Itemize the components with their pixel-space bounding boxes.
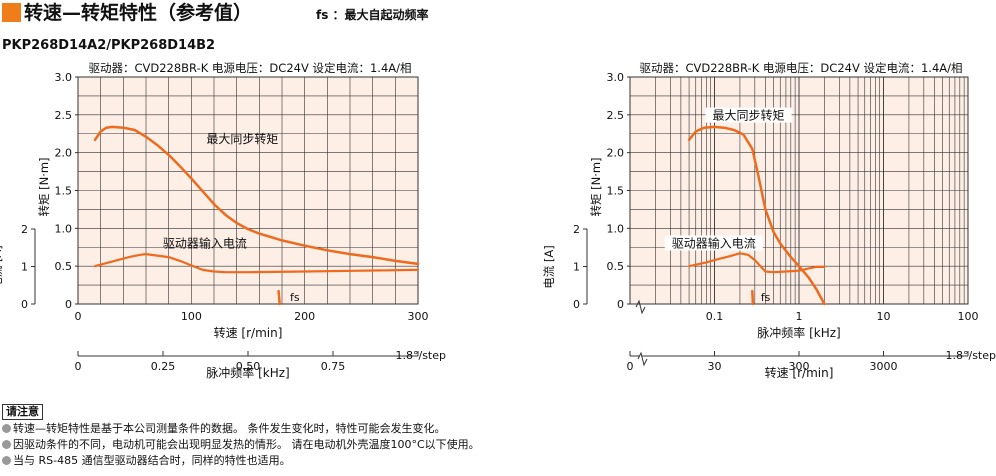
notes-section: 请注意 转速—转矩特性是基于本公司测量条件的数据。 条件发生变化时，特性可能会发… — [2, 404, 480, 469]
y-axis-title: 转矩 [N·m] — [37, 157, 51, 216]
pullout-torque-label-bg — [705, 107, 792, 123]
y-tick-label: 2.0 — [55, 147, 73, 160]
note-text: 转速—转矩特性是基于本公司测量条件的数据。 条件发生变化时，特性可能会发生变化。 — [13, 422, 446, 435]
x-axis-title: 转速 [r/min] — [214, 325, 283, 340]
pullout-torque-label: 最大同步转矩 — [713, 108, 785, 123]
note-line: 转速—转矩特性是基于本公司测量条件的数据。 条件发生变化时，特性可能会发生变化。 — [2, 421, 480, 437]
x-tick-label: 1 — [796, 310, 803, 323]
y-tick-label: 0.5 — [55, 260, 73, 273]
x-tick-label: 100 — [181, 310, 202, 323]
y-tick-label: 2.5 — [55, 109, 73, 122]
x2-axis-title: 转速 [r/min] — [765, 365, 834, 380]
note-text: 当与 RS-485 通信型驱动器结合时，同样的特性也适用。 — [13, 454, 291, 467]
current-tick-label: 0 — [573, 298, 580, 311]
input-current-label: 驱动器输入电流 — [672, 235, 756, 250]
current-tick-label: 2 — [21, 223, 28, 236]
chart-condition: 驱动器：CVD228BR-K 电源电压：DC24V 设定电流：1.4A/相 — [88, 61, 411, 75]
y-tick-label: 2.0 — [607, 147, 625, 160]
fs-note: fs ：最大自起动频率 — [316, 8, 429, 22]
y-axis-title: 转矩 [N·m] — [589, 157, 603, 216]
note-text: 因驱动条件的不同，电动机可能会出现明显发热的情形。 请在电动机外壳温度100°C… — [13, 438, 480, 451]
y-tick-label: 3.0 — [607, 71, 625, 84]
y-tick-label: 0 — [65, 298, 72, 311]
current-tick-label: 1 — [573, 261, 580, 274]
current-tick-label: 2 — [573, 223, 580, 236]
y-tick-label: 1.5 — [607, 185, 625, 198]
x2-tick-label: 0.25 — [151, 360, 176, 373]
fs-label: fs — [761, 291, 771, 304]
chart-condition: 驱动器：CVD228BR-K 电源电压：DC24V 设定电流：1.4A/相 — [639, 61, 962, 75]
fs-label: fs — [290, 291, 300, 304]
x-axis-title: 脉冲频率 [kHz] — [757, 325, 840, 340]
x2-tick-label: 0.75 — [321, 360, 346, 373]
page-title: 转速—转矩特性（参考值） — [24, 2, 253, 24]
x-tick-label: 10 — [877, 310, 891, 323]
x2-axis-title: 脉冲频率 [kHz] — [206, 365, 289, 380]
bullet-icon — [2, 456, 11, 465]
y-tick-label: 3.0 — [55, 71, 73, 84]
x2-tick-label: 0.50 — [236, 360, 261, 373]
y-tick-label: 1.5 — [55, 185, 73, 198]
fs-mark — [277, 289, 281, 306]
note-line: 当与 RS-485 通信型驱动器结合时，同样的特性也适用。 — [2, 453, 480, 469]
pullout-torque-label: 最大同步转矩 — [206, 131, 278, 146]
x2-tick-label: 0 — [627, 360, 634, 373]
current-tick-label: 0 — [21, 298, 28, 311]
y-tick-label: 1.0 — [55, 222, 73, 235]
model-number: PKP268D14A2/PKP268D14B2 — [2, 38, 216, 53]
fs-mark — [751, 289, 755, 306]
x-tick-label: 0.1 — [706, 310, 724, 323]
x-tick-label: 100 — [958, 310, 979, 323]
current-axis-title: 电流 [A] — [0, 245, 4, 289]
note-line: 因驱动条件的不同，电动机可能会出现明显发热的情形。 请在电动机外壳温度100°C… — [2, 437, 480, 453]
x-tick-label: 300 — [408, 310, 429, 323]
input-current-label: 驱动器输入电流 — [163, 235, 247, 250]
y-tick-label: 1.0 — [607, 222, 625, 235]
input-current-curve — [93, 253, 420, 274]
input-current-curve — [688, 252, 826, 274]
x2-tick-label: 300 — [789, 360, 810, 373]
input-current-label-bg — [664, 235, 763, 251]
x-tick-label: 0 — [75, 310, 82, 323]
notes-title: 请注意 — [2, 404, 43, 420]
x2-tick-label: 30 — [708, 360, 722, 373]
x2-tick-label: 1.8°/step — [396, 349, 447, 362]
x-tick-label: 200 — [294, 310, 315, 323]
pullout-torque-curve — [93, 125, 420, 266]
current-tick-label: 1 — [21, 261, 28, 274]
x2-tick-label: 1.8°/step — [946, 349, 996, 362]
y-tick-label: 0 — [617, 298, 624, 311]
bullet-icon — [2, 424, 11, 433]
axis-break-icon — [637, 351, 648, 367]
current-axis-title: 电流 [A] — [542, 245, 556, 289]
axis-break-icon — [635, 299, 646, 315]
x2-tick-label: 3000 — [870, 360, 898, 373]
y-tick-label: 2.5 — [607, 109, 625, 122]
title-accent-square — [2, 3, 21, 22]
x2-tick-label: 0 — [75, 360, 82, 373]
y-tick-label: 0.5 — [607, 260, 625, 273]
bullet-icon — [2, 440, 11, 449]
